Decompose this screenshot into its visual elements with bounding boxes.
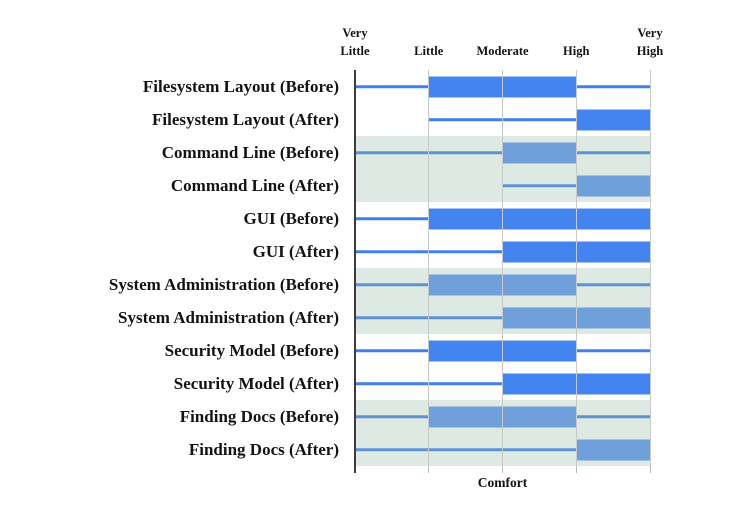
row [355, 103, 650, 136]
row-label: Filesystem Layout (Before) [142, 76, 339, 96]
row-label: Command Line (Before) [161, 142, 339, 162]
box [576, 439, 650, 460]
box [428, 406, 577, 427]
row-label: Filesystem Layout (After) [152, 109, 339, 129]
row [355, 136, 650, 169]
box [428, 340, 577, 361]
row [355, 301, 650, 334]
row [355, 367, 650, 400]
row [355, 235, 650, 268]
axis-tick-label: Little [414, 43, 444, 58]
bottom-tick [428, 466, 430, 473]
row [355, 169, 650, 202]
top-axis: Very Little Little Moderate High Very High [340, 0, 663, 70]
bottom-tick [649, 466, 651, 473]
row [355, 70, 650, 103]
row [355, 400, 650, 433]
y-axis-line [354, 70, 356, 473]
box [502, 373, 650, 394]
box [428, 208, 650, 229]
axis-tick-label: Very Little [340, 26, 370, 58]
row-label: Command Line (After) [170, 175, 339, 195]
x-axis-title: Comfort [477, 475, 528, 490]
box [502, 142, 577, 163]
row-label: Security Model (After) [173, 373, 339, 393]
row [355, 334, 650, 367]
bottom-tick [575, 466, 577, 473]
axis-tick-label: Moderate [476, 43, 529, 58]
row-label: Security Model (Before) [164, 340, 339, 360]
bottom-ticks [354, 466, 651, 474]
box [576, 175, 650, 196]
box [502, 241, 650, 262]
row [355, 433, 650, 466]
axis-tick-label: High [563, 43, 590, 58]
row-labels: Filesystem Layout (Before) Filesystem Lay… [0, 70, 346, 466]
row-label: Finding Docs (Before) [179, 406, 339, 426]
whisker [428, 117, 650, 122]
row-label: GUI (After) [252, 241, 339, 261]
row-label: GUI (Before) [243, 208, 339, 228]
row [355, 202, 650, 235]
box [428, 76, 577, 97]
row-label: Finding Docs (After) [188, 439, 339, 459]
rows [355, 70, 650, 466]
box [576, 109, 650, 130]
plot-area [354, 70, 651, 473]
row [355, 268, 650, 301]
axis-tick-label: Very High [636, 26, 664, 58]
row-label: System Administration (After) [118, 307, 339, 327]
box [428, 274, 577, 295]
bottom-tick [502, 466, 503, 473]
row-label: System Administration (Before) [108, 274, 339, 294]
box [502, 307, 650, 328]
